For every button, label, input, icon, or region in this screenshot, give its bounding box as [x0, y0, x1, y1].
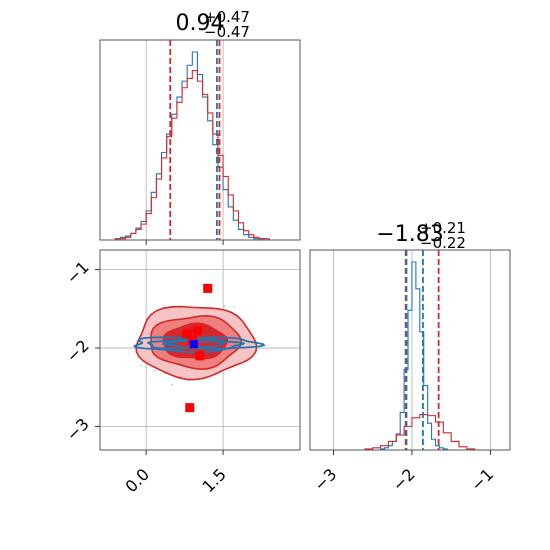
x-tick-label: −2 — [389, 465, 419, 495]
histogram-series-0 — [380, 261, 448, 450]
x-tick-label: 0.0 — [122, 465, 153, 496]
red-marker — [203, 283, 213, 293]
x-tick-label: −1 — [467, 465, 497, 495]
y-tick-label: −2 — [63, 336, 93, 366]
red-marker — [195, 351, 205, 361]
blue-contour-level-1 — [146, 337, 246, 350]
y-tick-label: −1 — [63, 258, 93, 288]
x-tick-label: −3 — [310, 465, 340, 495]
x-title-plus: +0.47 — [204, 8, 250, 26]
red-marker — [182, 329, 192, 339]
histogram-series-1 — [114, 69, 275, 241]
red-marker — [192, 326, 202, 336]
joint-contour-panel: 0.0 1.5 −1 −2 −3 — [63, 249, 301, 496]
sample-point — [223, 305, 226, 308]
sample-point — [233, 305, 236, 308]
sample-point — [171, 383, 173, 386]
x-title: 0.94 — [176, 11, 225, 36]
contour-frame — [99, 249, 301, 451]
sample-point — [153, 369, 156, 372]
blue-contour-level-2 — [161, 339, 225, 349]
histogram-series-1 — [364, 413, 476, 450]
x-title-median: 0.94 — [176, 11, 225, 36]
sample-point — [140, 364, 142, 367]
y-title-minus: −0.22 — [420, 234, 466, 252]
y-title-median: −1.83 — [376, 222, 443, 247]
blue-marker — [189, 340, 198, 349]
histogram-frame — [309, 249, 511, 451]
x-tick-label: 1.5 — [198, 465, 229, 496]
x-histogram-panel — [99, 39, 301, 245]
y-title-plus: +0.21 — [420, 219, 466, 237]
red-marker — [185, 403, 195, 413]
y-tick-label: −3 — [63, 414, 93, 444]
histogram-frame — [99, 39, 301, 241]
y-histogram-panel: −3 −2 −1 — [309, 249, 511, 495]
histogram-series-0 — [114, 51, 275, 241]
x-title-minus: −0.47 — [204, 23, 250, 41]
y-title: −1.83 — [376, 222, 443, 247]
